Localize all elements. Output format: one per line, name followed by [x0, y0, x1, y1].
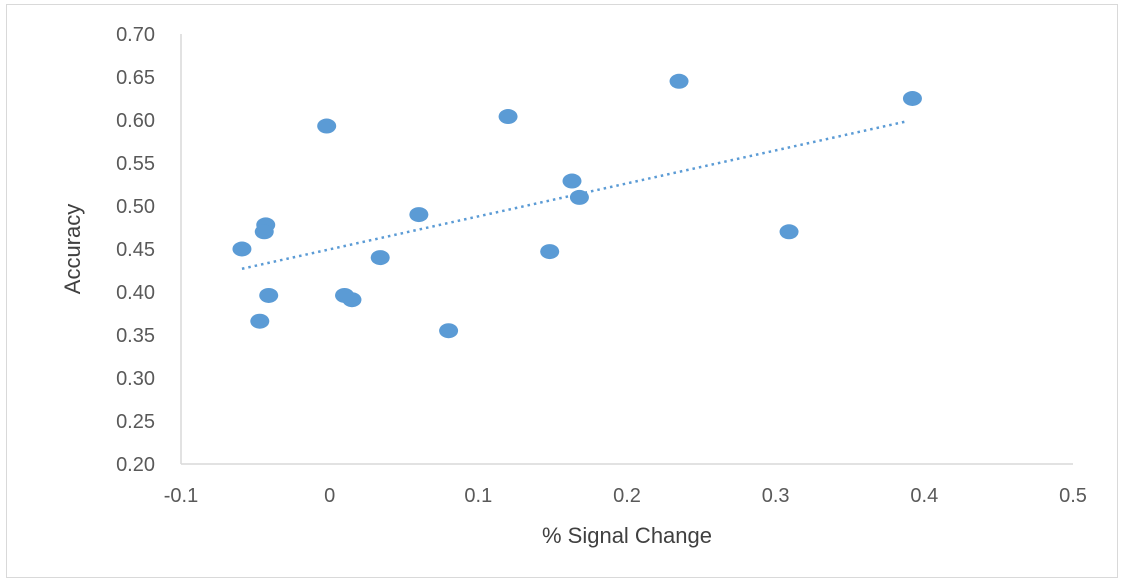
- data-point: [250, 313, 270, 329]
- y-tick-label: 0.35: [116, 325, 155, 347]
- y-tick-label: 0.65: [116, 67, 155, 89]
- axes: [180, 34, 1073, 465]
- data-points: [232, 73, 922, 339]
- data-point: [409, 207, 429, 223]
- data-point: [254, 224, 274, 240]
- y-tick-label: 0.40: [116, 282, 155, 304]
- x-tick-label: 0.4: [910, 485, 938, 507]
- x-tick-label: 0.1: [464, 485, 492, 507]
- x-axis-title: % Signal Change: [542, 523, 712, 548]
- y-tick-label: 0.55: [116, 153, 155, 175]
- y-tick-label: 0.25: [116, 411, 155, 433]
- y-tick-label: 0.30: [116, 368, 155, 390]
- y-axis-title: Accuracy: [60, 204, 85, 294]
- y-tick-label: 0.60: [116, 110, 155, 132]
- x-tick-label: -0.1: [164, 485, 198, 507]
- x-tick-label: 0: [324, 485, 335, 507]
- y-tick-label: 0.50: [116, 196, 155, 218]
- y-tick-label: 0.70: [116, 24, 155, 46]
- x-tick-label: 0.5: [1059, 485, 1087, 507]
- data-point: [342, 292, 362, 308]
- data-point: [259, 287, 279, 303]
- x-tick-label: 0.3: [762, 485, 790, 507]
- data-point: [902, 91, 922, 106]
- y-tick-label: 0.45: [116, 239, 155, 261]
- data-point: [317, 118, 337, 134]
- y-tick-label: 0.20: [116, 454, 155, 476]
- data-point: [669, 73, 689, 89]
- data-point: [370, 250, 390, 266]
- tick-labels: 0.200.250.300.350.400.450.500.550.600.65…: [116, 24, 1087, 507]
- data-point: [779, 224, 799, 240]
- data-point: [439, 323, 459, 339]
- data-point: [569, 189, 589, 205]
- chart-area: [6, 4, 1118, 578]
- x-tick-label: 0.2: [613, 485, 641, 507]
- data-point: [498, 109, 518, 125]
- data-point: [540, 244, 560, 260]
- data-point: [232, 241, 252, 257]
- data-point: [562, 173, 582, 189]
